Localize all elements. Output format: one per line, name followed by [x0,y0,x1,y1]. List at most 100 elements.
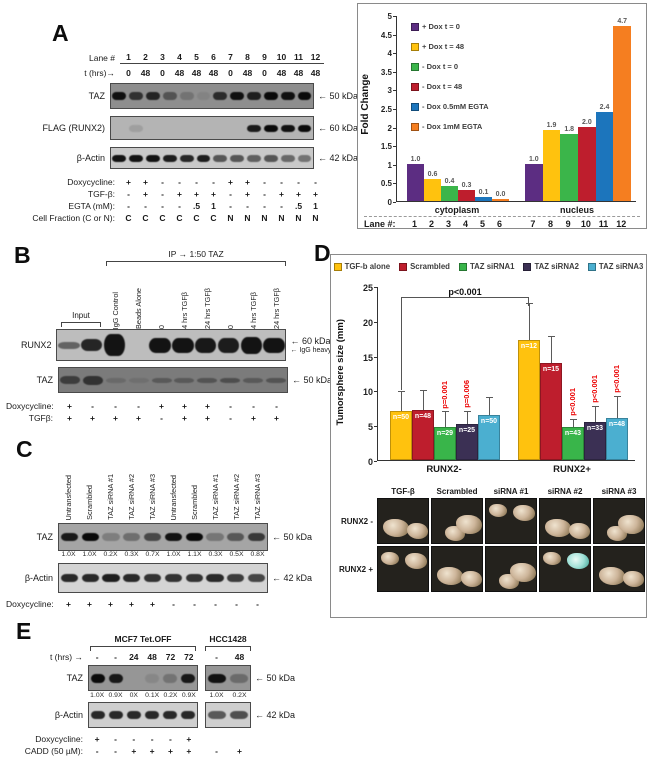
blot-lane [206,703,228,727]
n-count-label: n=50 [480,417,498,425]
protein-band [206,533,224,541]
value: + [182,413,187,423]
bar: n=48 [606,417,628,460]
bar: n=48 [412,409,434,460]
legend-item: - Dox t = 48 [411,82,489,91]
condition-row: EGTA (mM): - - - - .5 1 - - - - .5 1 [28,200,358,212]
marker-text: 50 kDa [266,673,296,683]
condition-row: Doxycycline: + + + + + - - - - - [6,598,350,610]
left-arrow-icon: ← [272,573,284,583]
tumorsphere-blob [381,552,399,565]
micrograph-image [377,546,429,592]
legend-label: + Dox t = 48 [422,42,465,51]
value: - [263,201,266,211]
lane-number: 12 [616,219,627,229]
p-value-label: p<0.001 [568,388,577,416]
bar: n=50 [390,411,412,460]
blot-lane [161,703,179,727]
bar-slot: n=15 [540,287,562,460]
value: + [150,599,155,609]
value: - [161,189,164,199]
value: + [67,413,72,423]
condition-name: Doxycycline: [6,401,54,411]
protein-band [105,377,127,383]
legend-item: - Dox 1mM EGTA [411,122,489,131]
value: 48 [242,68,253,78]
rotated-lane-label: Scrambled [85,485,94,520]
value: + [194,189,199,199]
hcc1428-bracket [205,646,251,651]
blot-lane [212,117,229,139]
blot-lane [145,84,162,108]
blot-lane [212,148,229,168]
blot-lane [246,148,263,168]
rotated-lane-label: Untransfected [169,474,178,520]
protein-band [151,377,172,383]
legend-swatch [411,82,419,91]
bar-slot: n=48 [412,287,434,460]
p-value-label: p=0.006 [462,379,471,408]
protein-band [247,154,261,162]
value: - [114,746,117,756]
blot-lane [296,84,313,108]
value: + [67,401,72,411]
protein-band [162,673,178,683]
condition-row: Doxycycline: + + - - - - + + - - - - [28,176,358,188]
error-bar [570,418,577,427]
protein-band [280,92,295,100]
bar [595,111,614,201]
error-bar [420,389,427,410]
value: + [167,746,173,756]
left-arrow-icon: ← [317,123,330,133]
blot-lane [59,564,80,592]
protein-band [144,574,162,582]
blot-lane [145,117,162,139]
blot-lane [206,666,228,690]
protein-band [197,377,218,383]
blot-lane [80,564,101,592]
blot-lane [195,84,212,108]
taz-blot-row: TAZ ← 50 kDa [6,367,350,393]
protein-band [81,574,99,582]
protein-band [144,673,160,683]
marker-42kda: ← 42 kDa [268,573,312,583]
protein-band [213,92,228,100]
lane-number: 11 [598,219,609,229]
value: - [95,746,99,756]
condition-name: Doxycycline: [67,177,115,187]
legend-swatch [411,42,419,51]
left-arrow-icon: ← [290,347,300,354]
y-tick-label: 5 [367,422,373,433]
condition-name: CADD (50 µM): [24,746,83,756]
value: 5 [194,52,199,62]
value: - [91,401,94,411]
protein-band [126,711,142,719]
micrograph-column-header: Scrambled [436,487,478,496]
value: - [229,189,232,199]
blot-lane [262,117,279,139]
marker-text: 50 kDa [329,91,358,101]
blot-lane [241,368,264,392]
tumorsphere-blob [437,567,463,585]
micrograph-rows: RUNX2 - RUNX2 + [339,498,645,592]
value: C [210,213,217,223]
protein-band [81,533,99,541]
blot-lane [127,368,150,392]
bar-slot: 4.7 [613,16,632,201]
value: + [186,734,192,744]
blot-lane [149,330,172,360]
tumorsphere-blob [461,571,482,587]
error-bar [548,336,555,363]
blot-lane [107,666,125,690]
value: 0.9X [181,692,196,699]
value: 0.5X [229,551,244,558]
y-tick-mark [374,356,377,358]
ip-label: IP → 1:50 TAZ [168,249,224,259]
blot-lane [246,117,263,139]
value: 48 [174,68,185,78]
value: - [114,652,117,662]
y-tick-mark [393,53,396,55]
rotated-lane-label: IgG Control [111,291,120,329]
value: 0 [160,68,165,78]
protein-band [129,124,144,132]
